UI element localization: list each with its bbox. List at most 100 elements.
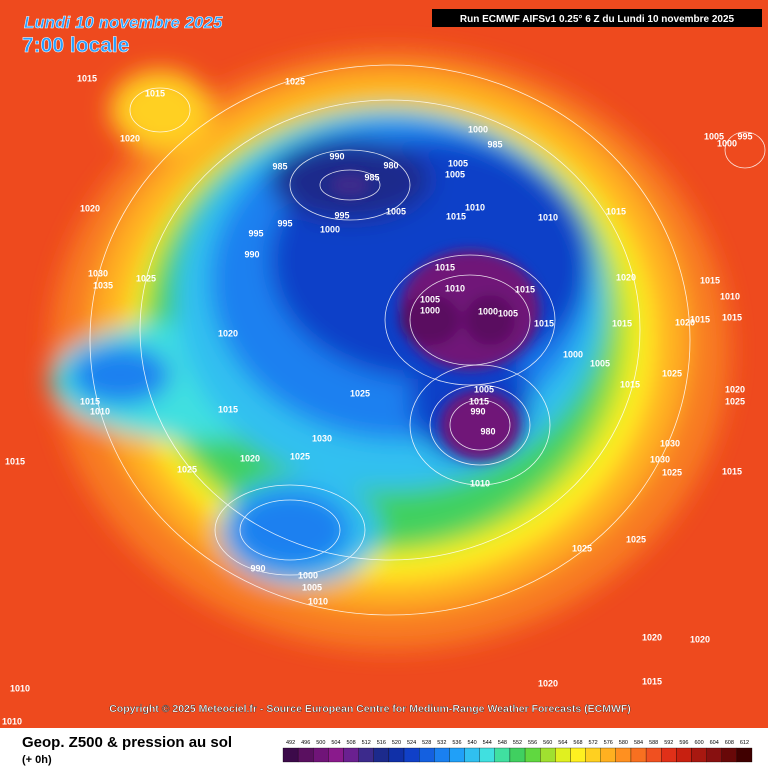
pressure-label: 1030	[660, 438, 680, 448]
pressure-label: 1015	[77, 73, 97, 83]
colorbar-swatch	[464, 747, 480, 763]
pressure-label: 1015	[435, 262, 455, 272]
colorbar-swatch	[691, 747, 707, 763]
pressure-label: 1025	[177, 464, 197, 474]
legend-lead: (+ 0h)	[22, 754, 52, 766]
colorbar-swatch	[343, 747, 359, 763]
colorbar-swatch	[434, 747, 450, 763]
pressure-label: 1015	[690, 314, 710, 324]
colorbar-label: 572	[589, 740, 598, 746]
pressure-label: 1015	[642, 676, 662, 686]
pressure-label: 1000	[563, 349, 583, 359]
colorbar-label: 508	[346, 740, 355, 746]
pressure-label: 1015	[700, 275, 720, 285]
colorbar-label: 596	[679, 740, 688, 746]
colorbar-swatch	[328, 747, 344, 763]
colorbar-swatch	[570, 747, 586, 763]
colorbar-swatch	[419, 747, 435, 763]
pressure-label: 1025	[285, 76, 305, 86]
pressure-label: 1020	[218, 328, 238, 338]
colorbar-swatch	[736, 747, 753, 763]
pressure-label: 990	[244, 249, 259, 259]
pressure-label: 1030	[88, 268, 108, 278]
pressure-label: 985	[272, 161, 287, 171]
colorbar-label: 548	[498, 740, 507, 746]
colorbar-swatch	[661, 747, 677, 763]
pressure-label: 1025	[136, 273, 156, 283]
map-time: 7:00 locale	[22, 34, 129, 57]
pressure-label: 1010	[538, 212, 558, 222]
pressure-label: 990	[329, 151, 344, 161]
colorbar-label: 588	[649, 740, 658, 746]
pressure-label: 1015	[534, 318, 554, 328]
pressure-label: 1015	[5, 456, 25, 466]
pressure-label: 1000	[478, 306, 498, 316]
pressure-label: 1025	[350, 388, 370, 398]
pressure-label: 1020	[240, 453, 260, 463]
pressure-label: 995	[277, 218, 292, 228]
pressure-label: 1000	[320, 224, 340, 234]
pressure-label: 980	[480, 426, 495, 436]
colorbar-swatch	[373, 747, 390, 763]
pressure-label: 1015	[515, 284, 535, 294]
pressure-label: 1025	[662, 467, 682, 477]
pressure-label: 1020	[642, 632, 662, 642]
pressure-label: 1020	[690, 634, 710, 644]
colorbar-swatch	[676, 747, 692, 763]
colorbar-swatch	[645, 747, 662, 763]
pressure-label: 1020	[616, 272, 636, 282]
colorbar-label: 496	[301, 740, 310, 746]
run-box	[432, 9, 762, 27]
colorbar-label: 568	[573, 740, 582, 746]
colorbar-label: 504	[331, 740, 340, 746]
legend-title: Geop. Z500 & pression au sol	[22, 734, 232, 751]
pressure-label: 1025	[290, 451, 310, 461]
pressure-label: 990	[250, 563, 265, 573]
colorbar-label: 592	[664, 740, 673, 746]
colorbar-label: 536	[452, 740, 461, 746]
colorbar-label: 576	[604, 740, 613, 746]
colorbar-swatch	[509, 747, 526, 763]
pressure-label: 1025	[725, 396, 745, 406]
pressure-label: 1005	[445, 169, 465, 179]
colorbar-label: 604	[710, 740, 719, 746]
colorbar-label: 540	[468, 740, 477, 746]
pressure-label: 1015	[446, 211, 466, 221]
pressure-label: 1005	[474, 384, 494, 394]
pressure-label: 1015	[612, 318, 632, 328]
pressure-label: 1010	[720, 291, 740, 301]
pressure-label: 1030	[650, 454, 670, 464]
colorbar-swatch	[630, 747, 647, 763]
pressure-label: 995	[334, 210, 349, 220]
pressure-label: 1015	[620, 379, 640, 389]
pressure-label: 995	[248, 228, 263, 238]
colorbar-label: 580	[619, 740, 628, 746]
pressure-label: 1035	[93, 280, 113, 290]
colorbar-label: 612	[740, 740, 749, 746]
pressure-label: 1005	[704, 131, 724, 141]
pressure-label: 1010	[465, 202, 485, 212]
pressure-label: 990	[470, 406, 485, 416]
run-info: Run ECMWF AIFSv1 0.25° 6 Z du Lundi 10 n…	[460, 14, 735, 25]
pressure-label: 985	[364, 172, 379, 182]
pressure-label: 1015	[722, 312, 742, 322]
pressure-label: 1025	[572, 543, 592, 553]
pressure-label: 1005	[448, 158, 468, 168]
pressure-label: 1010	[10, 683, 30, 693]
colorbar-swatch	[449, 747, 465, 763]
pressure-label: 1010	[2, 716, 22, 726]
colorbar-label: 512	[362, 740, 371, 746]
colorbar-label: 520	[392, 740, 401, 746]
pressure-label: 1005	[302, 582, 322, 592]
colorbar-label: 600	[694, 740, 703, 746]
pressure-label: 1020	[538, 678, 558, 688]
pressure-label: 1025	[662, 368, 682, 378]
pressure-label: 1030	[312, 433, 332, 443]
pressure-label: 1015	[218, 404, 238, 414]
pressure-label: 1020	[675, 317, 695, 327]
colorbar-label: 552	[513, 740, 522, 746]
colorbar-swatch	[313, 747, 329, 763]
pressure-label: 1005	[386, 206, 406, 216]
colorbar-swatch	[282, 747, 299, 763]
